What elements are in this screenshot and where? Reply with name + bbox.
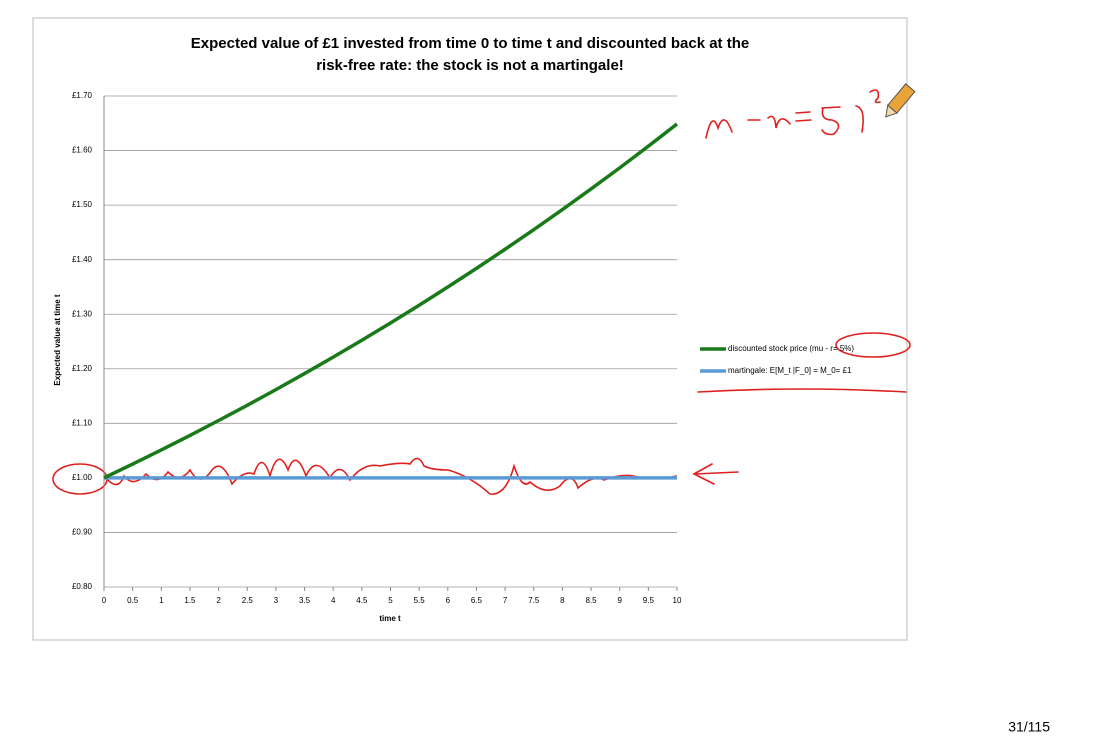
x-tick-label: 4 [331,596,336,605]
x-tick-label: 9 [617,596,622,605]
x-tick-label: 7.5 [528,596,540,605]
x-tick-label: 8.5 [585,596,597,605]
underline [697,388,907,393]
legend-label: martingale: E[M_t |F_0] = M_0= £1 [728,366,852,375]
chart-title: Expected value of £1 invested from time … [191,35,749,52]
chart-frame [32,17,908,641]
y-tick-label: £0.90 [72,528,93,537]
x-tick-label: 3 [274,596,279,605]
y-tick-label: £1.30 [72,309,93,318]
x-tick-label: 6 [446,596,451,605]
legend-label: discounted stock price (mu - r= 5%) [728,344,854,353]
handwritten-note [705,89,881,139]
x-axis-label: time t [379,614,401,623]
x-tick-label: 0.5 [127,596,139,605]
x-tick-label: 8 [560,596,565,605]
handwritten-scribble [105,457,739,495]
handwriting [52,89,911,495]
x-tick-label: 10 [673,596,682,605]
series-line [103,122,679,480]
x-tick-label: 5 [388,596,393,605]
page-number: 31/115 [1008,719,1050,735]
x-tick-label: 0 [102,596,107,605]
x-tick-label: 5.5 [414,596,426,605]
x-tick-label: 2.5 [242,596,254,605]
y-axis-label: Expected value at time t [53,294,62,385]
y-tick-label: £1.20 [72,364,93,373]
x-tick-label: 9.5 [643,596,655,605]
x-tick-label: 3.5 [299,596,311,605]
x-tick-label: 1.5 [184,596,196,605]
x-tick-label: 7 [503,596,508,605]
y-tick-label: £1.40 [72,255,93,264]
x-tick-label: 2 [216,596,221,605]
x-tick-label: 6.5 [471,596,483,605]
y-tick-label: £1.00 [72,473,93,482]
chart-title: risk-free rate: the stock is not a marti… [316,57,624,74]
y-tick-label: £0.80 [72,582,93,591]
pencil-cursor [885,83,916,118]
y-tick-label: £1.10 [72,418,93,427]
y-tick-label: £1.50 [72,200,93,209]
y-tick-label: £1.70 [72,91,93,100]
x-tick-label: 4.5 [356,596,368,605]
pencil-tip [885,104,898,118]
x-tick-label: 1 [159,596,164,605]
highlight-ellipse [835,332,911,358]
y-tick-label: £1.60 [72,146,93,155]
